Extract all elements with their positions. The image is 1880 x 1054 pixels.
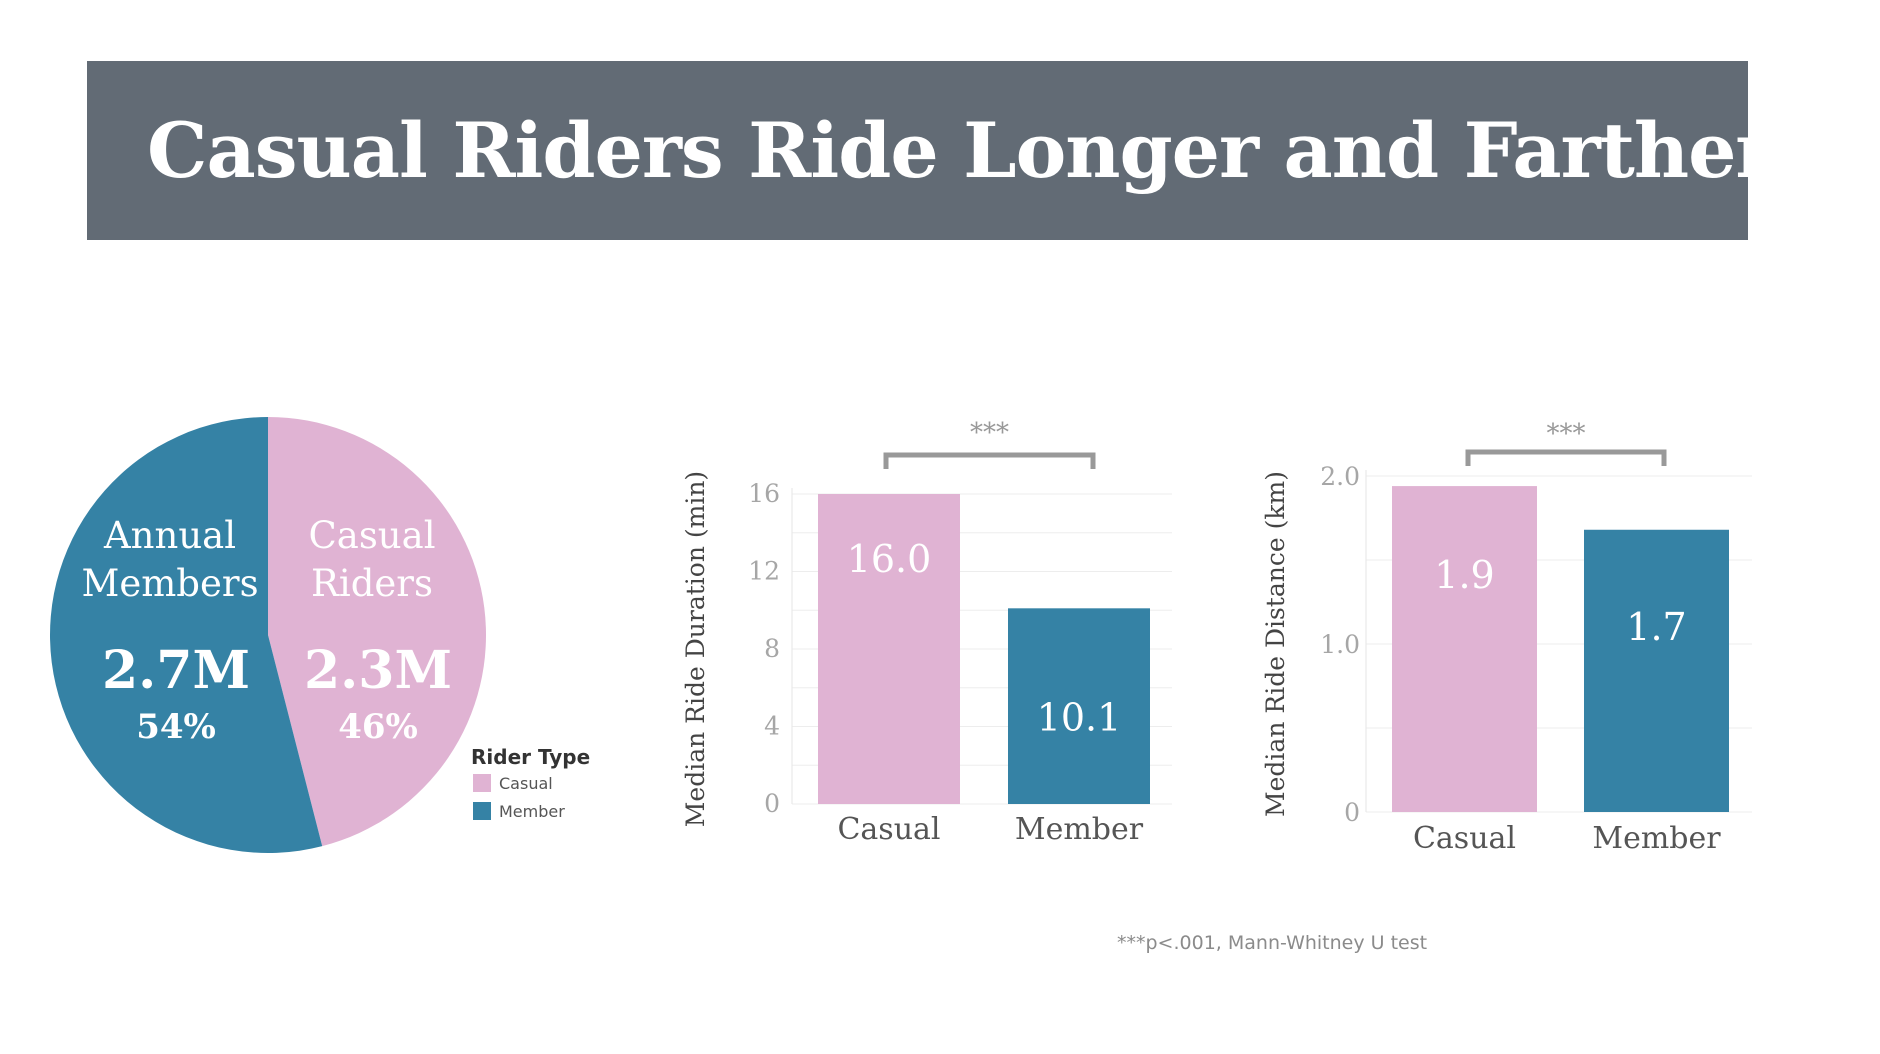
significance-stars: *** (970, 418, 1009, 448)
pie-percent-member: 54% (136, 707, 216, 747)
pie-value-casual: 2.3M (304, 640, 452, 701)
y-axis-label: Median Ride Distance (km) (1261, 471, 1290, 817)
pie-label-member: Annual (103, 514, 236, 557)
pie-value-member: 2.7M (102, 640, 250, 701)
x-tick-label-member: Member (1015, 812, 1144, 847)
bar-member (1584, 529, 1729, 812)
bar-value-label-casual: 16.0 (847, 537, 932, 581)
legend-label-member: Member (499, 802, 565, 821)
y-tick-label: 12 (748, 557, 780, 586)
significance-stars: *** (1547, 419, 1586, 449)
y-tick-label: 0 (1344, 798, 1360, 827)
bar-chart-1: 0 4 8 12 16 Median Ride Duration (min) 16.0 Cas… (681, 418, 1172, 847)
pie-slice-casual (268, 417, 486, 847)
x-tick-label-casual: Casual (1413, 821, 1516, 856)
y-tick-label: 4 (764, 712, 780, 741)
y-axis-label: Median Ride Duration (min) (681, 471, 710, 827)
y-tick-label: 1.0 (1320, 630, 1360, 659)
pie-label-casual: Casual (308, 514, 435, 557)
legend-title: Rider Type (471, 745, 590, 769)
bar-value-label-casual: 1.9 (1434, 553, 1494, 597)
footnote: ***p<.001, Mann-Whitney U test (1117, 932, 1428, 954)
legend-label-casual: Casual (499, 774, 553, 793)
y-tick-label: 2.0 (1320, 462, 1360, 491)
bar-casual (1392, 486, 1537, 812)
significance-bracket (1465, 449, 1667, 466)
legend-swatch-casual (473, 774, 491, 792)
bar-value-label-member: 10.1 (1037, 695, 1122, 739)
pie-percent-casual: 46% (338, 707, 418, 747)
pie-chart: Casual Riders 2.3M 46% Annual Members 2.7M 54% R… (49, 417, 590, 853)
bar-member (1008, 608, 1150, 804)
pie-label-member: Members (81, 562, 258, 605)
x-tick-label-casual: Casual (837, 812, 940, 847)
x-tick-label-member: Member (1592, 821, 1721, 856)
page-title: Casual Riders Ride Longer and Farther (147, 106, 1775, 195)
y-tick-label: 0 (764, 789, 780, 818)
bar-value-label-member: 1.7 (1626, 605, 1686, 649)
y-tick-label: 16 (748, 479, 780, 508)
legend-swatch-member (473, 802, 491, 820)
pie-label-casual: Riders (311, 562, 433, 605)
y-tick-label: 8 (764, 634, 780, 663)
bar-chart-2: 0 1.0 2.0 Median Ride Distance (km) 1.9 Casua… (1261, 419, 1752, 856)
significance-bracket (883, 452, 1096, 469)
title-banner: Casual Riders Ride Longer and Farther (87, 61, 1775, 240)
bar-casual (818, 494, 960, 804)
pie-legend: Rider Type Casual Member (471, 745, 590, 821)
pie-slice-member (49, 417, 323, 853)
